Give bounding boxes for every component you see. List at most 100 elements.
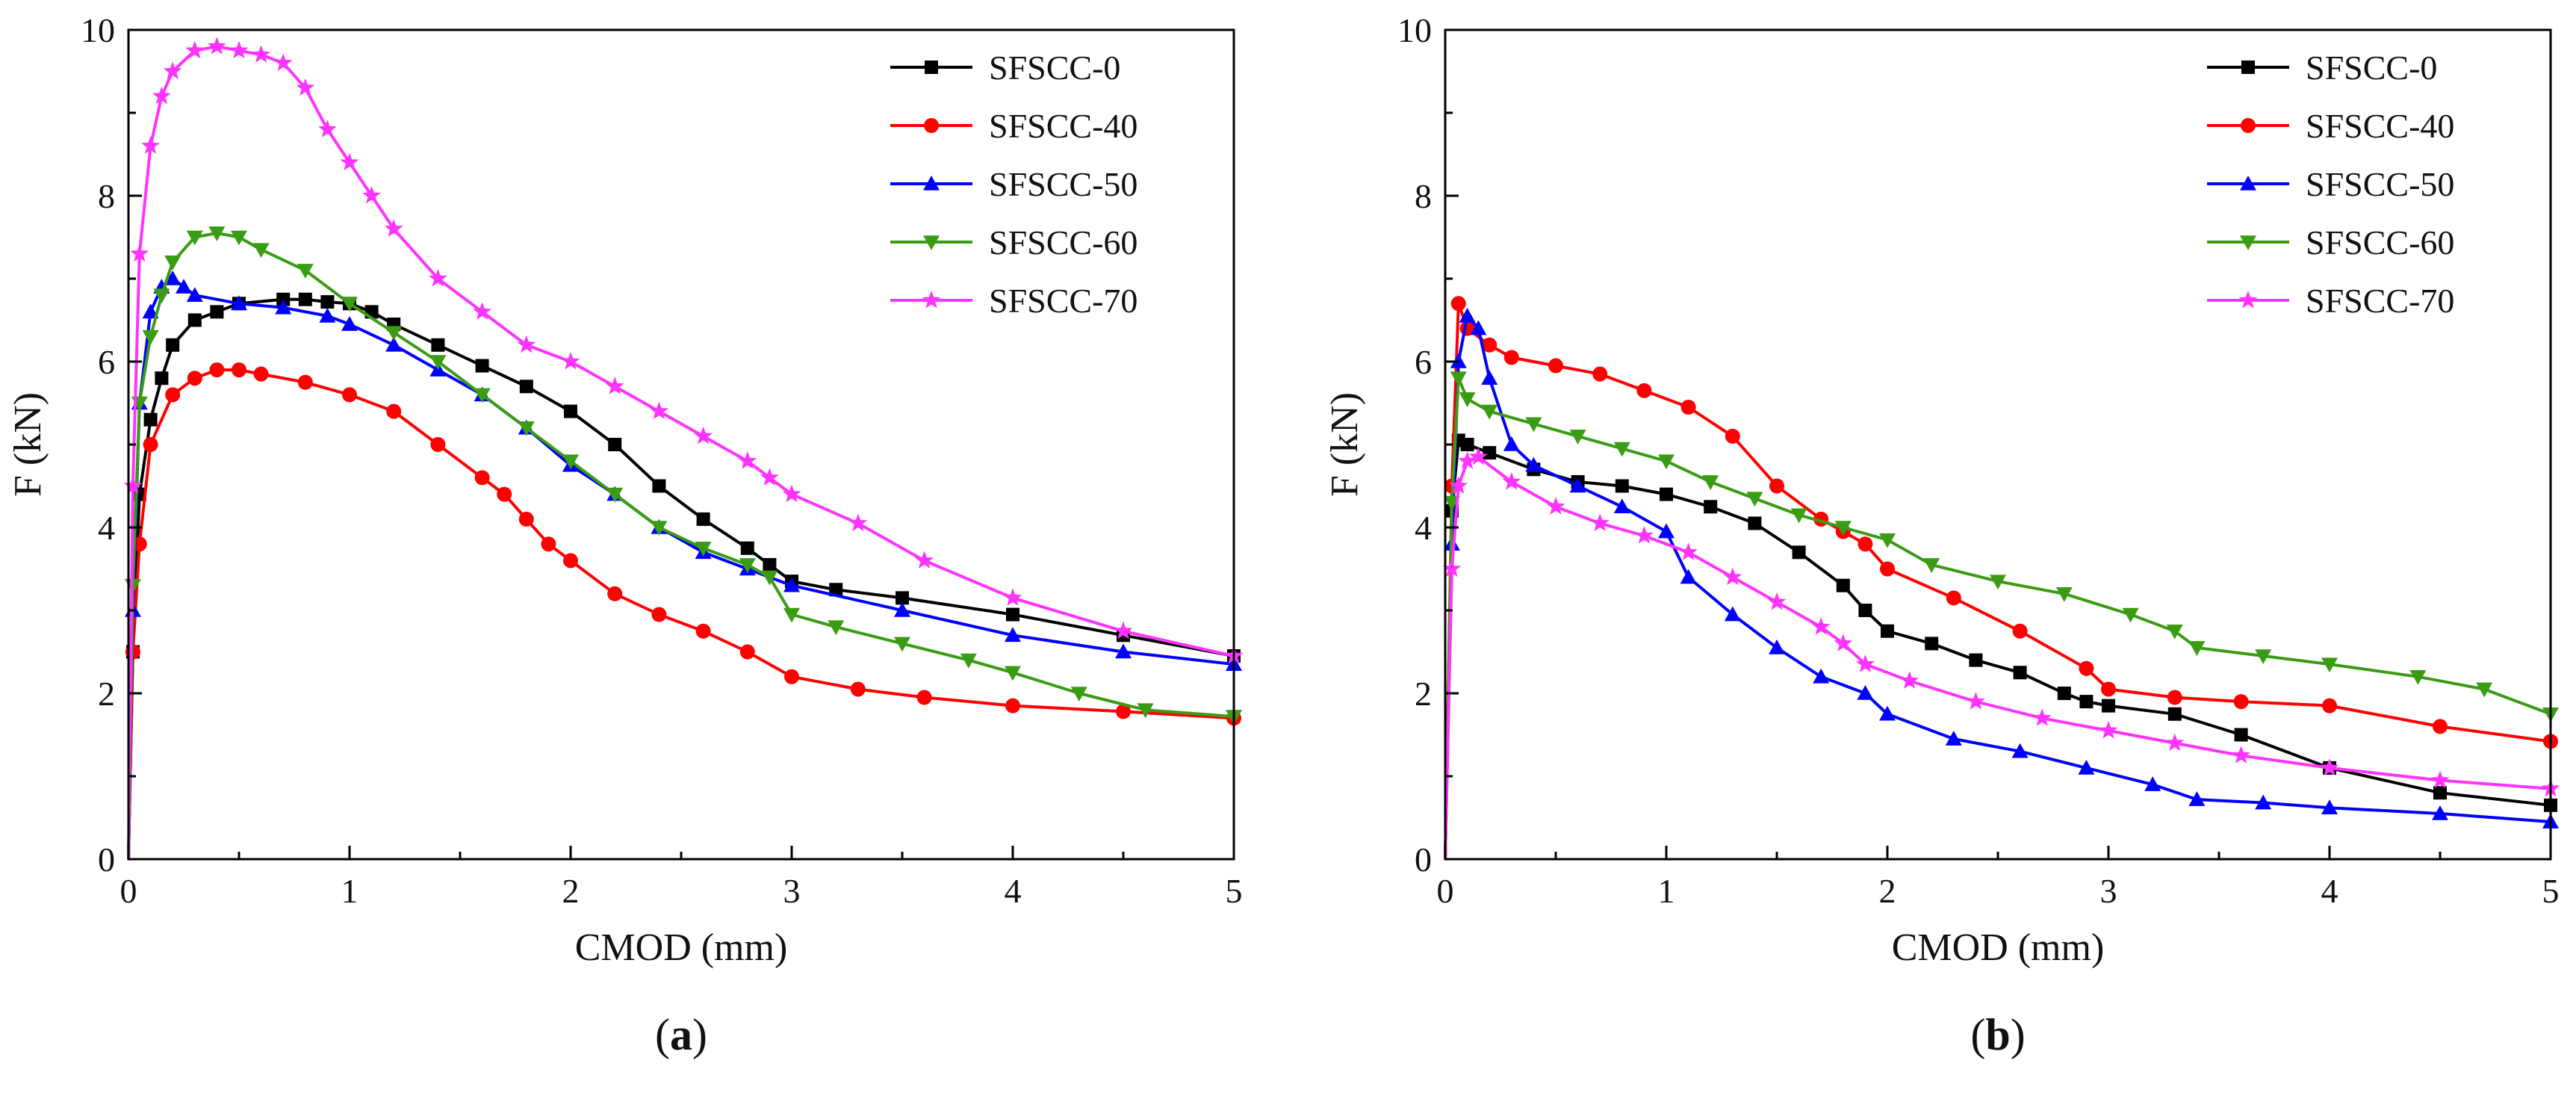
- data-point-sfscc-60: [2166, 624, 2183, 640]
- data-point-sfscc-0: [519, 380, 533, 394]
- data-point-sfscc-50: [176, 279, 192, 294]
- data-point-sfscc-60: [429, 355, 447, 370]
- x-tick-label: 0: [120, 872, 137, 910]
- data-point-sfscc-70: [650, 401, 668, 420]
- data-point-sfscc-50: [2321, 799, 2338, 814]
- data-point-sfscc-70: [1502, 472, 1521, 490]
- x-tick-label: 0: [1437, 872, 1454, 910]
- data-point-sfscc-60: [231, 230, 247, 246]
- data-point-sfscc-60: [164, 256, 181, 270]
- data-point-sfscc-50: [1813, 668, 1830, 684]
- legend-label-sfscc-0: SFSCC-0: [2306, 49, 2437, 87]
- legend-label-sfscc-60: SFSCC-60: [2306, 223, 2454, 261]
- series-sfscc-40: [1444, 296, 2558, 860]
- series-sfscc-60: [124, 226, 1242, 860]
- data-point-sfscc-70: [273, 53, 293, 71]
- data-point-sfscc-60: [252, 243, 270, 258]
- legend-label-sfscc-70: SFSCC-70: [2306, 282, 2454, 320]
- data-point-sfscc-40: [497, 486, 512, 502]
- data-point-sfscc-50: [2011, 743, 2029, 758]
- data-point-sfscc-70: [130, 244, 149, 262]
- data-point-sfscc-60: [2409, 670, 2427, 685]
- data-point-sfscc-70: [694, 426, 713, 445]
- data-point-sfscc-60: [2055, 587, 2073, 602]
- data-point-sfscc-50: [2078, 759, 2095, 775]
- data-point-sfscc-50: [186, 287, 203, 302]
- data-point-sfscc-70: [2099, 721, 2118, 739]
- data-point-sfscc-0: [187, 313, 202, 327]
- data-point-sfscc-40: [1482, 337, 1498, 353]
- series-line-sfscc-70: [1444, 455, 2551, 860]
- data-point-sfscc-40: [165, 387, 181, 403]
- data-point-sfscc-40: [1592, 366, 1608, 382]
- data-point-sfscc-0: [896, 591, 909, 605]
- data-point-sfscc-50: [1459, 307, 1476, 323]
- x-axis-label: CMOD (mm): [575, 926, 788, 969]
- y-tick-label: 10: [81, 11, 115, 49]
- data-point-sfscc-70: [1546, 497, 1565, 515]
- data-point-sfscc-0: [1704, 500, 1718, 514]
- data-point-sfscc-50: [164, 270, 181, 285]
- data-point-sfscc-40: [541, 536, 556, 552]
- data-point-sfscc-40: [518, 511, 534, 527]
- series-line-sfscc-0: [1444, 439, 2551, 860]
- data-point-sfscc-40: [386, 403, 402, 419]
- series-sfscc-70: [1442, 447, 2560, 860]
- data-point-sfscc-0: [1460, 438, 1474, 451]
- data-point-sfscc-40: [342, 387, 357, 403]
- y-tick-label: 2: [98, 675, 115, 713]
- data-point-sfscc-0: [2167, 707, 2182, 721]
- data-point-sfscc-40: [2167, 690, 2182, 705]
- data-point-sfscc-60: [1990, 575, 2006, 590]
- data-point-sfscc-50: [1724, 606, 1741, 622]
- data-point-sfscc-50: [783, 577, 800, 592]
- data-point-sfscc-40: [2012, 623, 2028, 639]
- y-tick-label: 4: [98, 509, 115, 547]
- data-point-sfscc-60: [1070, 687, 1087, 702]
- data-point-sfscc-60: [960, 653, 977, 669]
- data-point-sfscc-60: [651, 521, 668, 536]
- data-point-sfscc-0: [143, 412, 158, 427]
- data-point-sfscc-40: [1116, 704, 1131, 719]
- data-point-sfscc-0: [740, 541, 754, 555]
- data-point-sfscc-60: [1702, 475, 1719, 490]
- data-point-sfscc-70: [123, 476, 143, 494]
- x-tick-label: 3: [783, 872, 801, 910]
- x-tick-label: 2: [1879, 872, 1896, 910]
- data-point-sfscc-0: [2433, 786, 2447, 800]
- data-point-sfscc-60: [153, 288, 170, 304]
- panel-label: (a): [655, 1010, 707, 1059]
- data-point-sfscc-70: [1003, 588, 1022, 606]
- data-point-sfscc-0: [2079, 695, 2094, 709]
- y-tick-label: 8: [98, 177, 115, 215]
- data-point-sfscc-40: [1503, 350, 1519, 365]
- data-point-sfscc-50: [1879, 705, 1896, 721]
- data-point-sfscc-60: [186, 230, 203, 246]
- legend-marker-sfscc-60: [2240, 235, 2256, 250]
- y-tick-label: 8: [1415, 177, 1432, 215]
- legend-label-sfscc-40: SFSCC-40: [2306, 107, 2454, 145]
- data-point-sfscc-0: [608, 438, 622, 451]
- data-point-sfscc-70: [2032, 708, 2052, 726]
- data-point-sfscc-60: [341, 297, 358, 312]
- legend-marker-sfscc-40: [924, 118, 939, 133]
- data-point-sfscc-60: [1450, 371, 1467, 387]
- data-point-sfscc-60: [297, 264, 314, 279]
- data-point-sfscc-70: [429, 269, 447, 287]
- data-point-sfscc-40: [1946, 590, 1961, 606]
- data-point-sfscc-40: [2101, 681, 2116, 697]
- data-point-sfscc-60: [783, 607, 800, 623]
- series-sfscc-0: [1444, 433, 2557, 860]
- legend-marker-sfscc-40: [2241, 118, 2256, 133]
- data-point-sfscc-70: [1767, 592, 1787, 610]
- data-point-sfscc-50: [1769, 639, 1785, 654]
- data-point-sfscc-0: [276, 292, 291, 306]
- series-line-sfscc-50: [1444, 314, 2551, 860]
- data-point-sfscc-70: [1442, 559, 1462, 577]
- data-point-sfscc-40: [209, 362, 225, 378]
- data-point-sfscc-50: [2188, 791, 2206, 806]
- data-point-sfscc-60: [474, 388, 491, 403]
- legend-label-sfscc-50: SFSCC-50: [989, 165, 1138, 203]
